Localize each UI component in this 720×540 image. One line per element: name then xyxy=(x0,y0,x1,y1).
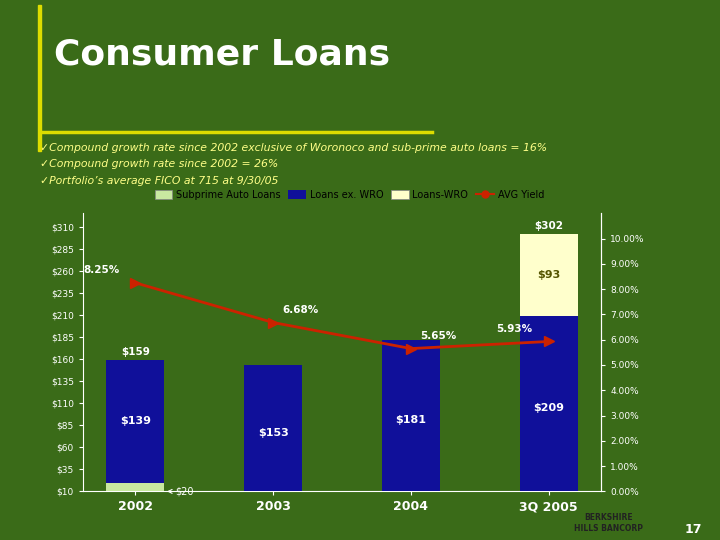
Text: ✓Portfolio’s average FICO at 715 at 9/30/05: ✓Portfolio’s average FICO at 715 at 9/30… xyxy=(40,176,278,186)
Bar xyxy=(520,234,577,316)
Text: 17: 17 xyxy=(685,523,702,536)
Bar xyxy=(107,483,164,500)
Text: $153: $153 xyxy=(258,428,289,438)
Text: $302: $302 xyxy=(534,221,563,231)
Text: $159: $159 xyxy=(121,347,150,357)
Text: ✓Compound growth rate since 2002 = 26%: ✓Compound growth rate since 2002 = 26% xyxy=(40,159,278,170)
Text: 8.25%: 8.25% xyxy=(83,265,120,275)
Legend: Subprime Auto Loans, Loans ex. WRO, Loans-WRO, AVG Yield: Subprime Auto Loans, Loans ex. WRO, Loan… xyxy=(155,190,544,200)
Bar xyxy=(520,316,577,500)
Text: $93: $93 xyxy=(537,269,560,280)
Bar xyxy=(107,360,164,483)
Text: BERKSHIRE: BERKSHIRE xyxy=(585,514,633,523)
Bar xyxy=(244,365,302,500)
Text: 5.93%: 5.93% xyxy=(496,324,533,334)
Text: Consumer Loans: Consumer Loans xyxy=(54,38,390,72)
Text: HILLS BANCORP: HILLS BANCORP xyxy=(575,524,644,533)
Text: 6.68%: 6.68% xyxy=(283,305,319,315)
Text: $20: $20 xyxy=(168,487,194,496)
Text: $139: $139 xyxy=(120,416,150,426)
Bar xyxy=(382,340,440,500)
Text: $181: $181 xyxy=(395,415,426,426)
Text: ✓Compound growth rate since 2002 exclusive of Woronoco and sub-prime auto loans : ✓Compound growth rate since 2002 exclusi… xyxy=(40,143,546,153)
Text: 5.65%: 5.65% xyxy=(420,331,456,341)
Text: $209: $209 xyxy=(534,403,564,413)
